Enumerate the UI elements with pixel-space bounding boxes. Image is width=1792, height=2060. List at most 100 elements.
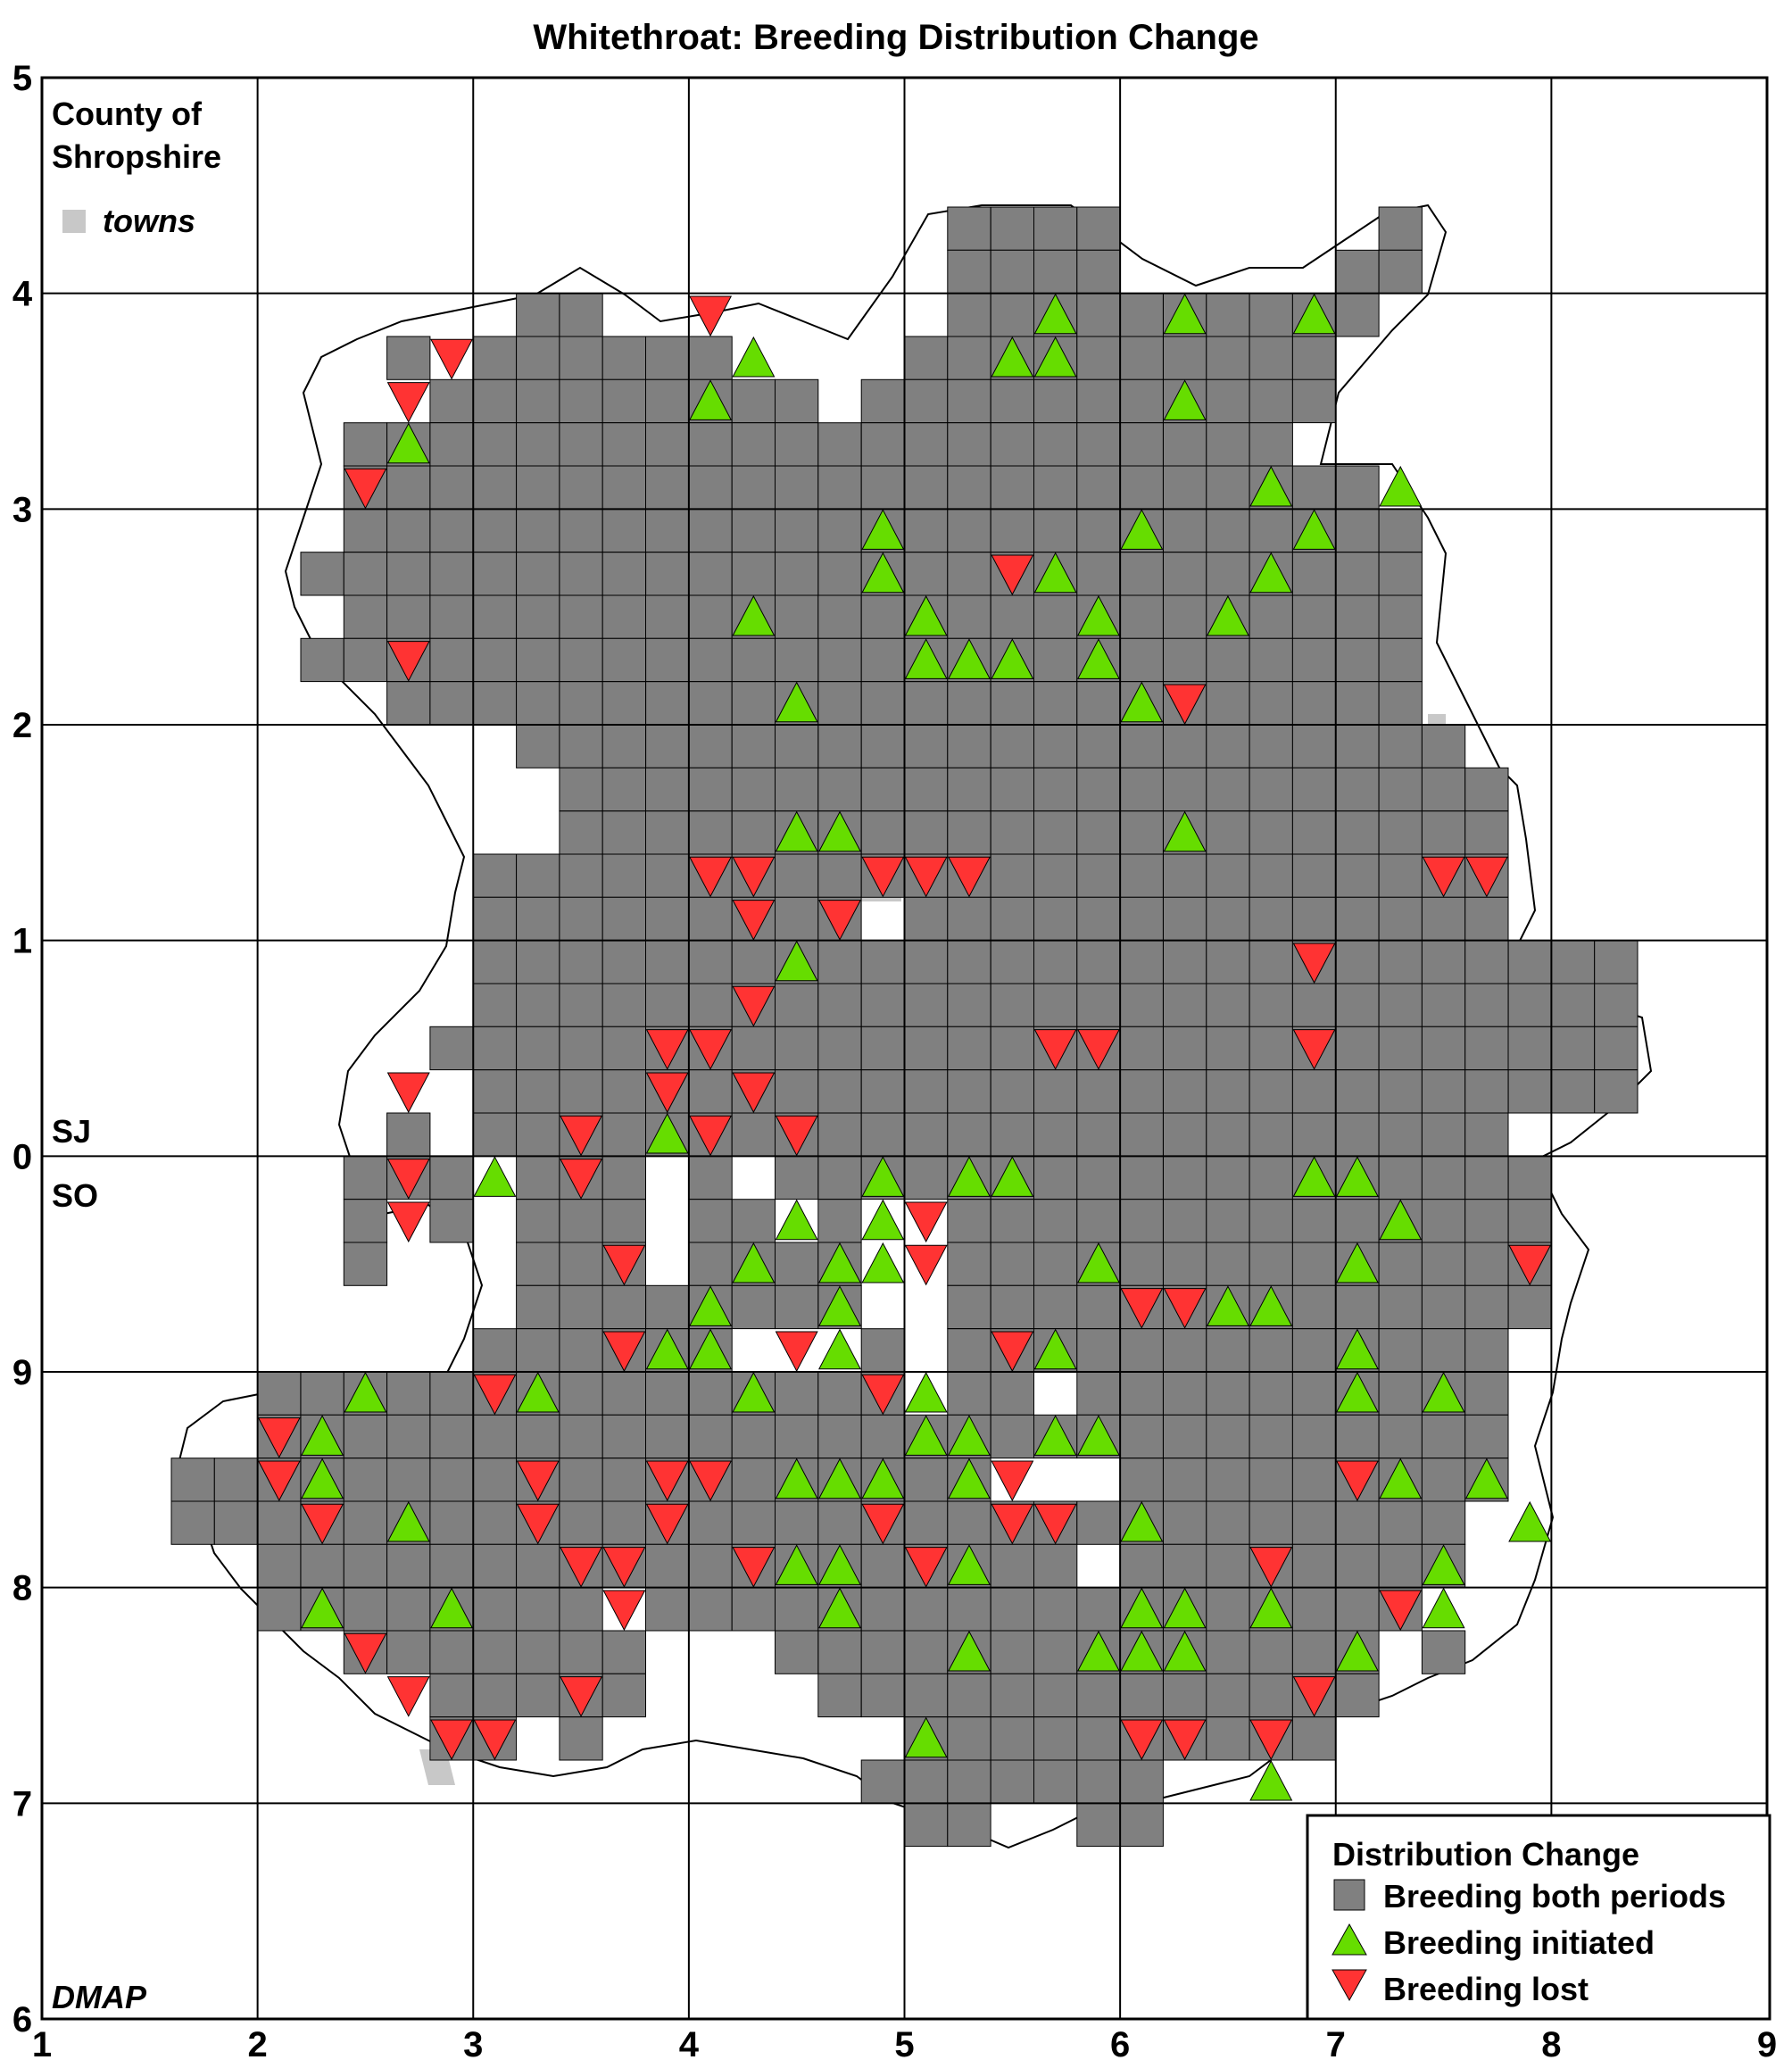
breeding-both-square (1249, 1500, 1293, 1545)
breeding-both-square (601, 1284, 647, 1330)
breeding-both-square (601, 1458, 647, 1502)
breeding-both-square (1206, 508, 1250, 553)
breeding-initiated-triangle (861, 509, 905, 550)
breeding-both-square (817, 1371, 862, 1416)
breeding-both-square (559, 1500, 603, 1545)
breeding-both-square (1033, 724, 1078, 768)
breeding-both-square (688, 1587, 733, 1632)
breeding-both-square (516, 1284, 560, 1330)
breeding-initiated-triangle (1249, 465, 1293, 507)
breeding-initiated-triangle (1249, 1759, 1293, 1801)
breeding-both-square (775, 637, 819, 683)
breeding-both-square (731, 1026, 776, 1071)
breeding-both-square (429, 1199, 474, 1243)
breeding-lost-triangle (817, 900, 862, 941)
breeding-both-square (516, 983, 560, 1027)
breeding-both-square (1335, 1026, 1380, 1071)
breeding-both-square (775, 1242, 819, 1286)
breeding-initiated-triangle (1379, 1199, 1423, 1241)
breeding-both-square (1594, 940, 1639, 984)
breeding-both-square (731, 681, 776, 726)
breeding-both-square (1594, 983, 1639, 1027)
breeding-both-square (860, 767, 906, 812)
breeding-both-square (645, 853, 690, 898)
breeding-both-square (817, 681, 862, 726)
breeding-lost-triangle (645, 1503, 689, 1545)
breeding-initiated-triangle (1206, 594, 1249, 636)
breeding-initiated-triangle (775, 1458, 818, 1499)
breeding-both-square (775, 1069, 819, 1114)
breeding-both-square (343, 1414, 388, 1459)
breeding-both-square (1249, 767, 1293, 812)
breeding-both-square (1163, 1414, 1207, 1459)
breeding-initiated-triangle (689, 1285, 733, 1326)
x-tick-label: 9 (1757, 2025, 1777, 2060)
breeding-both-square (1076, 983, 1121, 1027)
breeding-both-square (559, 940, 603, 984)
breeding-both-square (1119, 1414, 1164, 1459)
breeding-both-square (990, 422, 1034, 467)
breeding-both-square (343, 1500, 388, 1545)
breeding-both-square (1163, 637, 1207, 683)
breeding-both-square (1291, 1242, 1337, 1286)
breeding-both-square (1291, 983, 1337, 1027)
breeding-both-square (1076, 336, 1121, 380)
breeding-both-square (731, 465, 776, 510)
breeding-both-square (1378, 681, 1423, 726)
breeding-initiated-triangle (1422, 1371, 1465, 1413)
breeding-lost-triangle (344, 1632, 387, 1674)
breeding-initiated-triangle (1033, 552, 1077, 594)
breeding-initiated-triangle (861, 1156, 905, 1197)
breeding-both-square (472, 594, 518, 639)
breeding-both-square (559, 1069, 603, 1114)
breeding-both-square (1464, 1112, 1509, 1157)
breeding-both-square (688, 983, 733, 1027)
breeding-both-square (343, 1199, 388, 1243)
breeding-lost-triangle (602, 1590, 646, 1632)
breeding-both-square (1335, 465, 1380, 510)
breeding-both-square (601, 983, 647, 1027)
breeding-lost-triangle (1422, 856, 1465, 898)
breeding-both-square (1033, 1069, 1078, 1114)
breeding-both-square (343, 552, 388, 596)
breeding-initiated-triangle (1508, 1500, 1552, 1542)
breeding-both-square (472, 508, 518, 553)
breeding-both-square (1507, 1199, 1552, 1243)
breeding-initiated-triangle (861, 1458, 905, 1499)
breeding-both-square (990, 681, 1034, 726)
breeding-both-square (343, 594, 388, 639)
breeding-both-square (1335, 249, 1380, 295)
breeding-both-square (1464, 1069, 1509, 1114)
breeding-both-square (1163, 853, 1207, 898)
breeding-initiated-triangle (1033, 336, 1077, 378)
breeding-both-square (775, 465, 819, 510)
breeding-both-square (1206, 1371, 1250, 1416)
breeding-both-square (1249, 1414, 1293, 1459)
breeding-both-square (1076, 1673, 1121, 1718)
breeding-both-square (1206, 1069, 1250, 1114)
breeding-both-square (1335, 1673, 1380, 1718)
breeding-both-square (947, 724, 991, 768)
breeding-both-square (1163, 1026, 1207, 1071)
breeding-both-square (1335, 293, 1380, 337)
breeding-lost-triangle (560, 1547, 603, 1588)
breeding-both-square (559, 1199, 603, 1243)
breeding-lost-triangle (1249, 1547, 1293, 1588)
breeding-both-square (947, 1069, 991, 1114)
breeding-lost-triangle (386, 1201, 430, 1243)
breeding-both-square (1507, 940, 1552, 984)
breeding-lost-triangle (689, 1029, 733, 1070)
breeding-both-square (1550, 983, 1596, 1027)
breeding-both-square (1206, 1716, 1250, 1761)
breeding-both-square (1335, 1500, 1380, 1545)
breeding-both-square (947, 465, 991, 510)
breeding-both-square (775, 378, 819, 424)
breeding-initiated-triangle (775, 1544, 818, 1585)
breeding-both-square (516, 637, 560, 683)
breeding-both-square (1076, 1112, 1121, 1157)
breeding-both-square (817, 940, 862, 984)
breeding-both-square (1464, 1414, 1509, 1459)
breeding-both-square (1507, 1069, 1552, 1114)
breeding-initiated-triangle (1335, 1328, 1379, 1370)
breeding-both-square (1206, 1458, 1250, 1502)
